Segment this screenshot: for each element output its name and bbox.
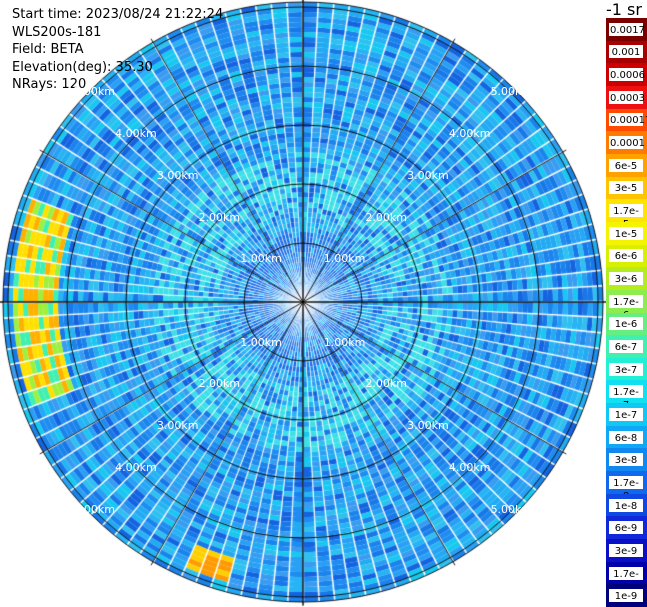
colorbar: 0.0017 0.001 0.0006 0.0003 0.00017 0.0001 6e-5… bbox=[606, 18, 647, 607]
range-ring-label: 3.00km bbox=[407, 419, 449, 433]
colorbar-tick-label: 1.7e-6 bbox=[609, 294, 643, 321]
nrays: NRays: 120 bbox=[12, 77, 87, 92]
colorbar-tick-label: 3e-8 bbox=[609, 453, 643, 467]
scan-info: Start time: 2023/08/24 21:22:24 WLS200s-… bbox=[12, 6, 223, 94]
range-ring-label: 4.00km bbox=[115, 127, 157, 141]
colorbar-tick-label: 3e-5 bbox=[609, 181, 643, 195]
colorbar-tick-label: 1.7e-7 bbox=[609, 385, 643, 411]
range-ring-label: 2.00km bbox=[365, 210, 407, 224]
colorbar-tick-label: 1e-6 bbox=[609, 317, 643, 331]
colorbar-tick-label: 6e-9 bbox=[609, 521, 643, 535]
colorbar-tick-label: 1e-5 bbox=[609, 226, 643, 240]
colorbar-tick-label: 3e-9 bbox=[609, 543, 643, 557]
colorbar-tick-label: 6e-8 bbox=[609, 430, 643, 444]
colorbar-tick-label: 0.0017 bbox=[609, 22, 645, 36]
range-ring-label: 5.00km bbox=[73, 85, 115, 99]
colorbar-tick-label: 6e-6 bbox=[609, 249, 643, 263]
range-ring-label: 3.00km bbox=[156, 419, 199, 433]
colorbar-tick-label: 1e-8 bbox=[609, 498, 643, 512]
colorbar-tick-label: 1e-7 bbox=[609, 407, 643, 421]
range-ring-label: 3.00km bbox=[156, 168, 199, 182]
range-ring-label: 4.00km bbox=[448, 127, 491, 141]
range-ring-label: 4.00km bbox=[115, 460, 157, 474]
colorbar-tick-label: 0.0003 bbox=[609, 90, 645, 104]
field-name: Field: BETA bbox=[12, 42, 84, 57]
colorbar-tick-label: 1.7e-8 bbox=[609, 475, 643, 502]
start-time: Start time: 2023/08/24 21:22:24 bbox=[12, 7, 224, 22]
range-ring-label: 2.00km bbox=[198, 377, 241, 391]
range-ring-label: 1.00km bbox=[323, 335, 366, 349]
colorbar-tick-label: 1.7e-9 bbox=[609, 566, 643, 593]
range-ring-label: 1.00km bbox=[240, 252, 282, 266]
range-ring-label: 5.00km bbox=[490, 85, 533, 99]
range-ring-label: 1.00km bbox=[240, 335, 282, 349]
colorbar-tick-label: 0.0006 bbox=[609, 68, 645, 82]
colorbar-tick-label: 3e-6 bbox=[609, 272, 643, 286]
colorbar-tick-label: 0.001 bbox=[609, 45, 643, 59]
colorbar-tick-label: 0.0001 bbox=[609, 136, 645, 150]
colorbar-tick-label: 6e-7 bbox=[609, 339, 643, 353]
range-ring-label: 1.00km bbox=[323, 252, 366, 266]
colorbar-tick-label: 1.7e-5 bbox=[609, 204, 643, 230]
elevation: Elevation(deg): 35.30 bbox=[12, 59, 153, 75]
range-ring-label: 4.00km bbox=[448, 460, 491, 474]
range-ring-label: 2.00km bbox=[365, 377, 407, 391]
instrument-name: WLS200s-181 bbox=[12, 24, 102, 40]
range-ring-label: 5.00km bbox=[73, 502, 115, 516]
colorbar-tick-label: 0.00017 bbox=[609, 113, 647, 127]
colorbar-tick-label: 3e-7 bbox=[609, 362, 643, 376]
colorbar-tick-label: 6e-5 bbox=[609, 158, 643, 172]
colorbar-tick-label: 1e-9 bbox=[609, 589, 643, 603]
range-ring-label: 3.00km bbox=[407, 168, 449, 182]
colorbar-unit-label: -1 sr bbox=[606, 0, 642, 19]
range-ring-label: 2.00km bbox=[198, 210, 241, 224]
range-ring-label: 5.00km bbox=[490, 502, 533, 516]
